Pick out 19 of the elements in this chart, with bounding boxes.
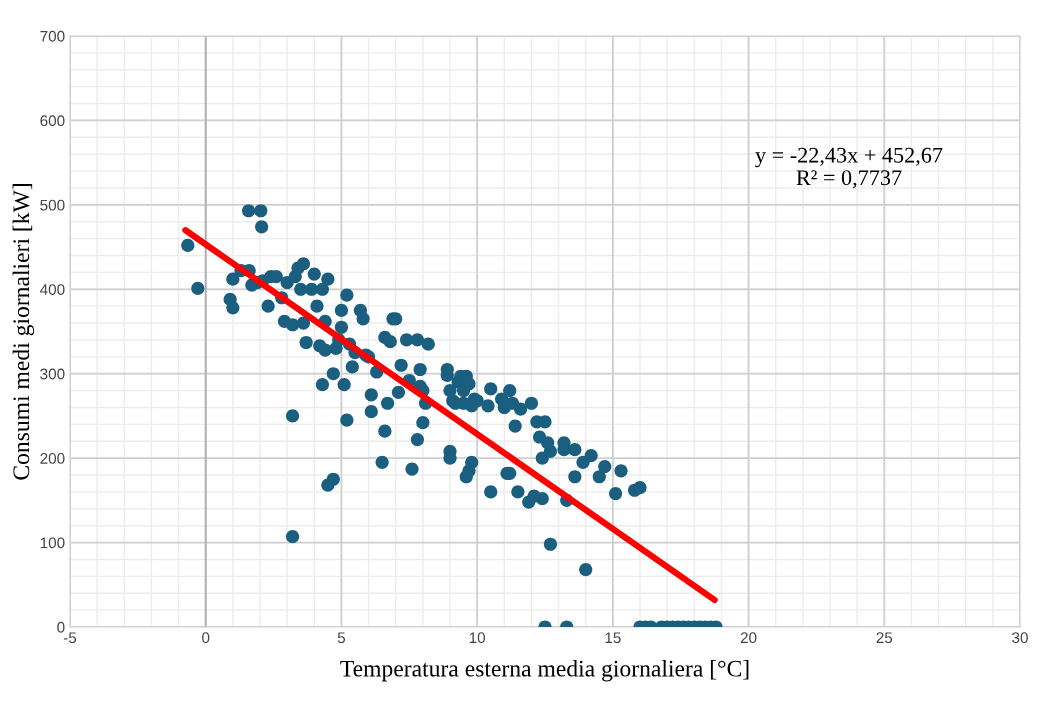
annotation: y = -22,43x + 452,67 R² = 0,7737	[755, 147, 943, 189]
x-tick-label: 5	[337, 632, 346, 644]
x-tick-label: -5	[63, 632, 77, 644]
x-tick-label: 10	[469, 632, 486, 644]
y-tick-label: 300	[40, 368, 65, 380]
y-tick-label: 0	[57, 621, 65, 633]
y-tick-label: 200	[40, 453, 65, 464]
y-tick-label: 500	[40, 199, 65, 211]
x-tick-label: 15	[605, 632, 621, 644]
y-tick-label: 700	[40, 30, 65, 42]
x-tick-label: 20	[740, 632, 757, 644]
y-tick-label: 600	[40, 115, 65, 127]
y-tick-label: 400	[40, 284, 65, 295]
y-tick-label: 100	[40, 537, 65, 549]
x-tick-label: 0	[202, 632, 210, 644]
y-axis-title: Consumi medi giornalieri [kW]	[12, 184, 35, 480]
x-axis-title: Temperatura esterna media giornaliera [°C]	[340, 659, 749, 682]
x-tick-label: 30	[1012, 632, 1028, 644]
x-tick-label: 25	[876, 632, 893, 644]
